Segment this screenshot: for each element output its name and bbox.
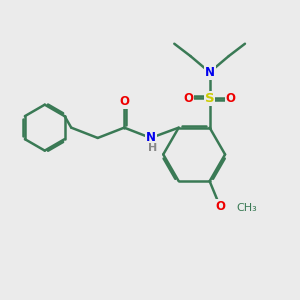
Text: O: O bbox=[215, 200, 225, 213]
Text: O: O bbox=[119, 95, 129, 108]
Text: N: N bbox=[205, 66, 214, 79]
Text: O: O bbox=[226, 92, 236, 105]
Text: N: N bbox=[146, 131, 156, 144]
Text: CH₃: CH₃ bbox=[236, 203, 257, 213]
Text: H: H bbox=[148, 143, 158, 153]
Text: S: S bbox=[205, 92, 214, 105]
Text: O: O bbox=[183, 92, 194, 105]
